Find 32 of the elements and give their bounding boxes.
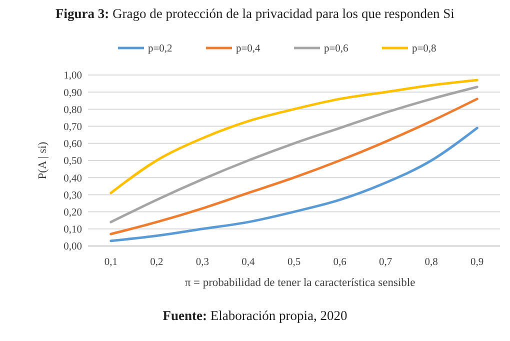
x-tick-label: 0,8 bbox=[424, 257, 438, 268]
legend-label: p=0,8 bbox=[412, 44, 436, 55]
source-note: Fuente: Elaboración propia, 2020 bbox=[162, 308, 348, 323]
line-series bbox=[110, 98, 478, 236]
x-axis-title: π = probabilidad de tener la característica sensible bbox=[184, 277, 416, 289]
y-tick-label: 0,20 bbox=[64, 207, 82, 218]
x-tick-label: 0,7 bbox=[378, 257, 392, 268]
y-tick-label: 0,60 bbox=[64, 139, 82, 150]
chart-title: Figura 3: Grago de protección de la privacidad para los que responden Si bbox=[56, 6, 455, 21]
line-series bbox=[110, 126, 478, 242]
y-tick-label: 0,80 bbox=[64, 104, 82, 116]
y-tick-label: 0,00 bbox=[64, 242, 82, 253]
legend-label: p=0,2 bbox=[148, 44, 172, 55]
x-tick-label: 0,1 bbox=[104, 257, 118, 268]
y-tick-label: 0,70 bbox=[64, 122, 82, 133]
x-tick-label: 0,4 bbox=[242, 257, 256, 268]
x-tick-label: 0,5 bbox=[287, 257, 301, 268]
y-tick-label: 0,30 bbox=[64, 190, 82, 202]
line-series bbox=[110, 78, 478, 194]
x-tick-label: 0,9 bbox=[470, 257, 484, 268]
y-tick-label: 0,10 bbox=[64, 224, 82, 236]
y-tick-label: 0,40 bbox=[64, 173, 82, 184]
x-tick-label: 0,3 bbox=[196, 257, 210, 268]
y-tick-label: 0,90 bbox=[64, 88, 82, 99]
x-tick-label: 0,2 bbox=[150, 257, 164, 268]
legend-label: p=0,6 bbox=[324, 44, 348, 55]
legend-label: p=0,4 bbox=[236, 44, 262, 55]
x-tick-label: 0,6 bbox=[333, 257, 346, 268]
line-series bbox=[110, 86, 478, 224]
y-tick-label: 0,50 bbox=[64, 156, 82, 168]
y-axis-title: P(A | si) bbox=[37, 142, 49, 180]
y-tick-label: 1,00 bbox=[64, 70, 82, 82]
